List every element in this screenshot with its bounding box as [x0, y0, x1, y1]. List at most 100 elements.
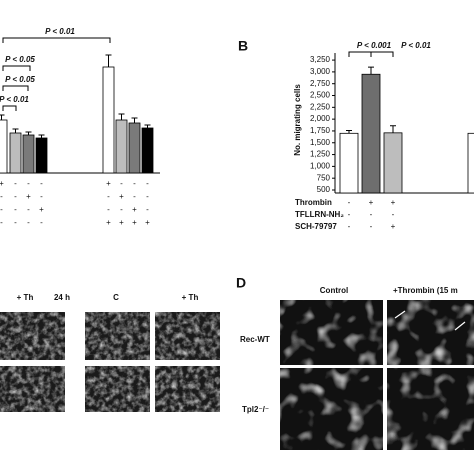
- treatment-sign: +: [26, 192, 31, 201]
- significance-label: P < 0.05: [5, 55, 35, 64]
- y-tick-label: 750: [317, 173, 331, 182]
- column-header: + Th: [182, 293, 199, 302]
- row-label: SCH-79797: [295, 222, 337, 231]
- error-bar: [346, 129, 352, 134]
- bar: [22, 134, 35, 174]
- treatment-sign: +: [369, 198, 374, 207]
- significance-label: P < 0.01: [0, 95, 29, 104]
- error-bar: [144, 124, 151, 128]
- treatment-sign: +: [106, 218, 111, 227]
- bar: [102, 66, 115, 174]
- bar: [0, 119, 8, 174]
- column-header: Control: [320, 286, 348, 295]
- y-axis-label: No. migrating cells: [293, 84, 302, 156]
- treatment-sign: +: [39, 205, 44, 214]
- treatment-sign: +: [145, 218, 150, 227]
- error-bar: [12, 128, 19, 133]
- column-header: + Th: [17, 293, 34, 302]
- bar: [35, 137, 48, 174]
- error-bar: [0, 114, 5, 120]
- treatment-sign: -: [348, 210, 351, 219]
- treatment-sign: -: [14, 179, 17, 188]
- treatment-sign: -: [40, 179, 43, 188]
- bar: [361, 73, 381, 194]
- error-bar: [38, 134, 45, 138]
- error-bar: [105, 54, 112, 67]
- treatment-sign: +: [0, 179, 4, 188]
- treatment-sign: -: [107, 192, 110, 201]
- row-header: Tpl2⁻/⁻: [242, 405, 269, 414]
- treatment-sign: -: [14, 192, 17, 201]
- significance-bracket: [348, 51, 372, 57]
- significance-label: P < 0.05: [5, 75, 35, 84]
- y-tick-label: 1,000: [310, 161, 331, 170]
- treatment-sign: -: [0, 218, 3, 227]
- treatment-sign: +: [391, 222, 396, 231]
- y-tick-label: 500: [317, 185, 331, 194]
- treatment-sign: -: [146, 205, 149, 214]
- treatment-sign: -: [27, 218, 30, 227]
- y-tick-label: 2,250: [310, 102, 331, 111]
- significance-label: P < 0.001: [357, 41, 392, 50]
- significance-label: P < 0.01: [45, 27, 75, 36]
- column-header: C: [113, 293, 119, 302]
- bar: [115, 119, 128, 174]
- treatment-sign: -: [392, 210, 395, 219]
- treatment-sign: -: [40, 192, 43, 201]
- row-label: Thrombin: [295, 198, 332, 207]
- bar: [141, 127, 154, 174]
- panel-d-images: [280, 300, 474, 450]
- treatment-sign: -: [120, 179, 123, 188]
- row-header: Rec-WT: [240, 335, 270, 344]
- y-tick-label: 1,750: [310, 126, 331, 135]
- panel-label: D: [236, 275, 246, 291]
- significance-bracket: [2, 65, 31, 71]
- treatment-sign: -: [40, 218, 43, 227]
- treatment-sign: -: [370, 210, 373, 219]
- treatment-sign: -: [14, 205, 17, 214]
- bar: [128, 122, 141, 174]
- y-tick-label: 2,500: [310, 91, 331, 100]
- bar: [339, 132, 359, 194]
- y-tick-label: 3,000: [310, 67, 331, 76]
- column-header: +Thrombin (15 m: [393, 286, 458, 295]
- error-bar: [25, 131, 32, 135]
- treatment-sign: -: [146, 179, 149, 188]
- treatment-sign: -: [133, 192, 136, 201]
- treatment-sign: +: [132, 218, 137, 227]
- bar: [9, 132, 22, 174]
- treatment-sign: -: [146, 192, 149, 201]
- treatment-sign: -: [107, 205, 110, 214]
- y-tick-label: 1,500: [310, 138, 331, 147]
- significance-bracket: [2, 85, 29, 91]
- treatment-sign: -: [133, 179, 136, 188]
- bar: [467, 132, 474, 194]
- significance-bracket: [2, 105, 17, 111]
- treatment-sign: -: [27, 205, 30, 214]
- treatment-sign: +: [119, 192, 124, 201]
- error-bar: [131, 117, 138, 123]
- error-bar: [368, 66, 374, 75]
- significance-bracket: [370, 51, 394, 57]
- error-bar: [118, 113, 125, 120]
- treatment-sign: -: [0, 205, 3, 214]
- treatment-sign: +: [106, 179, 111, 188]
- treatment-sign: -: [348, 198, 351, 207]
- y-tick-label: 1,250: [310, 150, 331, 159]
- y-tick-label: 2,000: [310, 114, 331, 123]
- significance-label: P < 0.01: [401, 41, 431, 50]
- bar: [383, 132, 403, 194]
- treatment-sign: +: [391, 198, 396, 207]
- treatment-sign: -: [0, 192, 3, 201]
- treatment-sign: -: [14, 218, 17, 227]
- y-tick-label: 2,750: [310, 79, 331, 88]
- panel-c-images: [0, 312, 220, 412]
- treatment-sign: -: [348, 222, 351, 231]
- row-label: TFLLRN-NH₂: [295, 210, 344, 219]
- significance-bracket: [2, 37, 111, 43]
- treatment-sign: -: [120, 205, 123, 214]
- y-tick-label: 3,250: [310, 55, 331, 64]
- treatment-sign: -: [370, 222, 373, 231]
- treatment-sign: +: [132, 205, 137, 214]
